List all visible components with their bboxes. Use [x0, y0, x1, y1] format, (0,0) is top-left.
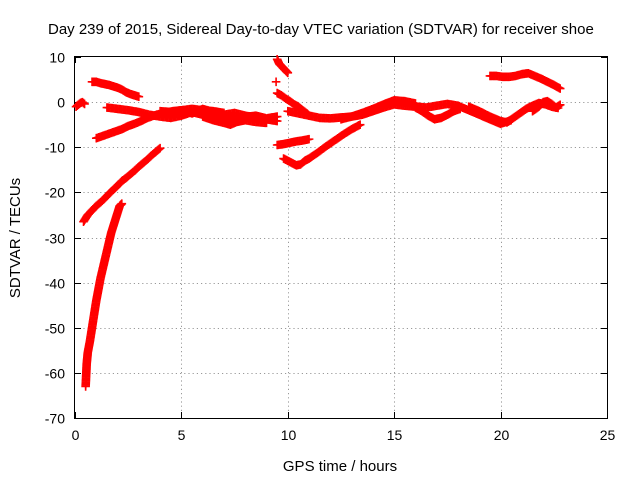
series-arc-center-rise: [336, 96, 420, 124]
y-tick-label: 0: [57, 95, 65, 111]
data-point: [155, 143, 165, 153]
data-point: [79, 98, 88, 108]
chart-title: Day 239 of 2015, Sidereal Day-to-day VTE…: [48, 21, 594, 38]
data-point: [283, 68, 293, 78]
series-arc-9h-isolated: [271, 77, 281, 87]
series-arc-rising-steep: [81, 199, 127, 391]
y-axis-label: SDTVAR / TECUs: [7, 178, 24, 298]
x-tick-label: 0: [72, 427, 80, 443]
axis-ticks: 0 5 10 15 20 25 -70 -60 -50 -40 -30 -20 -10 0 10: [45, 50, 616, 444]
series-arc-16h-dip: [411, 103, 465, 124]
data-point: [272, 116, 282, 126]
series-arc-9h-spike: [272, 54, 293, 78]
series-arc-upper-right: [485, 68, 565, 93]
y-tick-label: -50: [45, 321, 65, 337]
y-tick-label: 10: [49, 50, 65, 66]
y-tick-label: -20: [45, 185, 65, 201]
x-tick-label: 25: [600, 427, 616, 443]
y-tick-label: -40: [45, 276, 65, 292]
x-tick-label: 20: [494, 427, 510, 443]
series-arc-mid-lower: [198, 112, 271, 129]
data-points: [71, 54, 565, 391]
series-arc-early-flat: [71, 97, 89, 111]
data-point: [80, 99, 89, 109]
series-arc-upper-left-descending: [87, 77, 144, 102]
x-axis-label: GPS time / hours: [283, 458, 397, 475]
data-point: [154, 144, 164, 154]
data-point: [271, 77, 281, 87]
y-tick-label: -70: [45, 411, 65, 427]
y-tick-label: -10: [45, 140, 65, 156]
x-tick-label: 15: [387, 427, 403, 443]
x-tick-label: 10: [281, 427, 297, 443]
data-point: [304, 134, 314, 144]
data-point: [134, 92, 144, 102]
plot-frame: [74, 56, 608, 419]
data-point: [117, 199, 127, 208]
series-arc-10h-dip: [279, 120, 365, 170]
series-arc-right-lower: [464, 98, 563, 127]
series-arc-right-cluster: [528, 96, 565, 116]
x-tick-label: 5: [178, 427, 186, 443]
data-point: [262, 118, 271, 128]
data-point: [555, 100, 565, 110]
series-arc-9h-lower: [272, 134, 314, 150]
y-tick-label: -60: [45, 366, 65, 382]
y-tick-label: -30: [45, 231, 65, 247]
data-point: [555, 84, 565, 93]
data-point: [455, 104, 465, 114]
data-point: [355, 120, 365, 129]
series-arc-rising-long: [79, 143, 165, 227]
